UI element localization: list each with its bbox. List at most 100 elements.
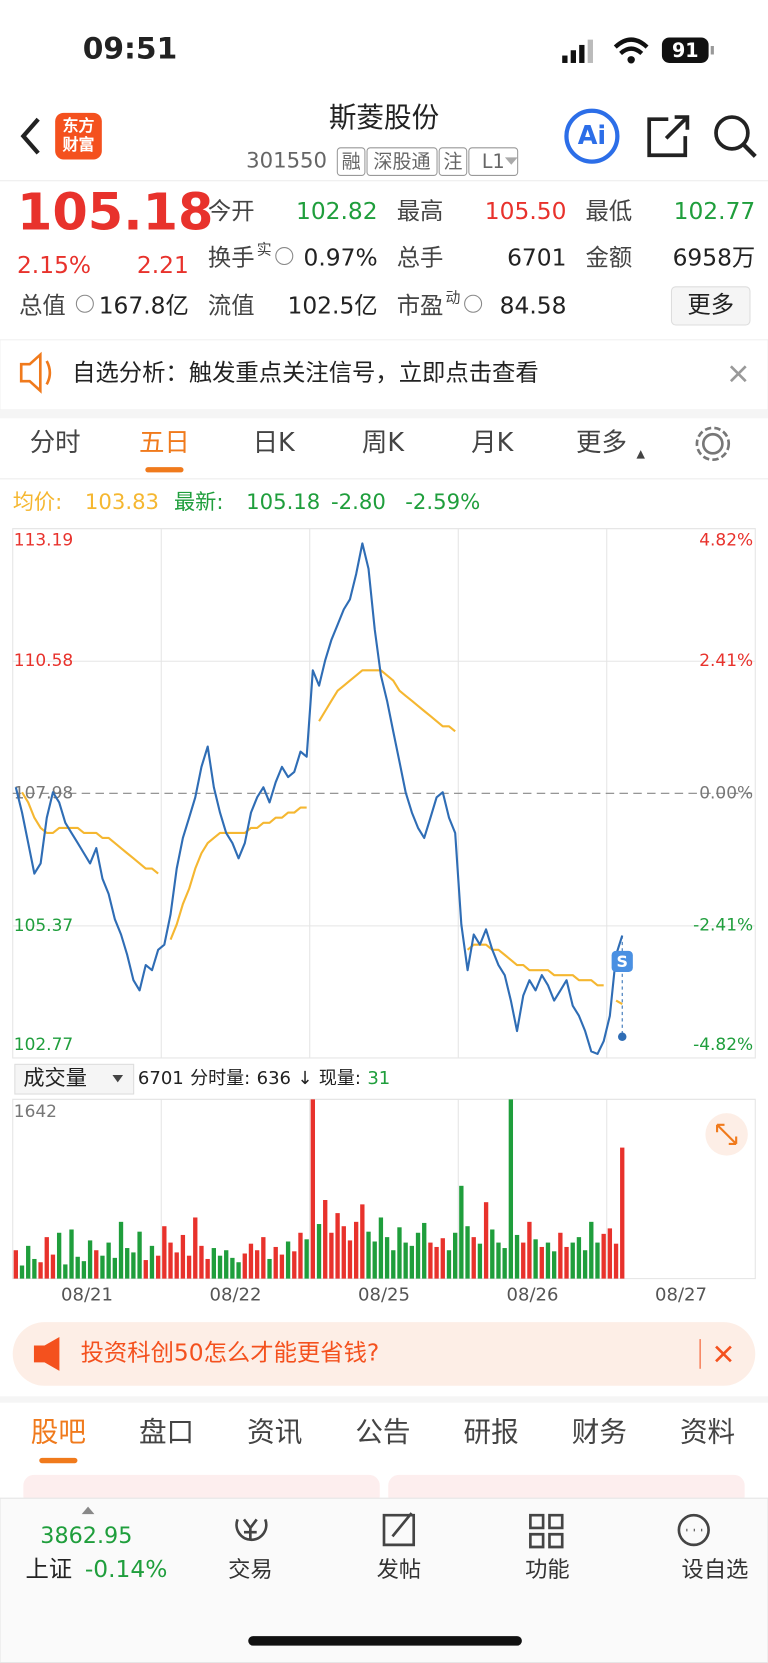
index-value[interactable]: 3862.95 xyxy=(40,1523,132,1549)
volume-bar xyxy=(199,1245,204,1279)
volume-bar xyxy=(558,1232,563,1279)
x-tick-label: 08/26 xyxy=(507,1285,559,1306)
volume-bar xyxy=(63,1264,68,1279)
signal-badge[interactable] xyxy=(611,950,633,973)
chart-tab[interactable]: 月K xyxy=(471,428,514,458)
ai-button[interactable] xyxy=(564,108,620,164)
volume-info: 现量: xyxy=(319,1068,361,1089)
volume-bar xyxy=(347,1240,353,1279)
field-value: 0.97% xyxy=(304,244,378,272)
field-label: 总手 xyxy=(397,244,444,272)
latest-value: 105.18 xyxy=(246,490,320,515)
nav-item[interactable]: 设自选 xyxy=(682,1557,749,1583)
volume-bar xyxy=(459,1185,464,1279)
field-label: 金额 xyxy=(586,244,633,272)
field-value: 102.5亿 xyxy=(288,291,378,319)
tag-box xyxy=(366,147,438,176)
latest-label: 最新: xyxy=(174,490,224,515)
logo-text: 财富 xyxy=(63,135,95,154)
volume-bar xyxy=(131,1252,136,1279)
search-handle xyxy=(742,143,757,158)
tag-box xyxy=(468,147,519,176)
notice-bar[interactable] xyxy=(0,339,768,411)
y2-tick-label: -4.82% xyxy=(693,1035,753,1055)
nav-item[interactable]: 功能 xyxy=(525,1557,570,1583)
y2-tick-label: -2.41% xyxy=(693,916,753,936)
content-tab[interactable]: 资讯 xyxy=(247,1415,302,1448)
last-price: 105.18 xyxy=(17,184,213,243)
nav-icon xyxy=(677,1513,710,1547)
chart-tab[interactable]: 五日 xyxy=(139,428,190,458)
volume-bar xyxy=(533,1239,538,1279)
status-time: 09:51 xyxy=(83,32,177,67)
battery-tip xyxy=(710,45,714,55)
more-arrow xyxy=(636,450,645,459)
battery-level: 91 xyxy=(672,39,699,62)
nav-item[interactable]: 交易 xyxy=(228,1557,273,1583)
app-logo xyxy=(55,112,102,160)
tab-underline xyxy=(39,1457,78,1464)
volume-info: ↓ xyxy=(297,1068,312,1089)
volume-bar xyxy=(112,1257,117,1279)
latest-pct: -2.59% xyxy=(405,490,480,515)
volume-info: 636 xyxy=(257,1068,291,1089)
volume-bar xyxy=(440,1238,445,1279)
content-tab[interactable]: 研报 xyxy=(464,1415,519,1448)
settings-button[interactable] xyxy=(701,432,724,455)
stock-code: 301550 xyxy=(246,149,327,174)
gap xyxy=(0,1396,768,1403)
ad-banner[interactable] xyxy=(12,1322,756,1386)
chart-tab[interactable]: 更多 xyxy=(576,428,627,458)
chart-tab[interactable]: 周K xyxy=(362,428,405,458)
volume-bar xyxy=(496,1242,501,1279)
volume-bar xyxy=(422,1222,427,1279)
volume-info: 6701 xyxy=(138,1068,184,1089)
content-tab[interactable]: 资料 xyxy=(680,1415,735,1448)
field-value: 6958万 xyxy=(673,244,756,272)
avg-label: 均价: xyxy=(13,490,63,515)
back-button[interactable] xyxy=(20,117,40,155)
content-tab[interactable]: 财务 xyxy=(572,1415,627,1448)
tag: 深股通 xyxy=(373,150,430,173)
volume-bar xyxy=(545,1242,551,1279)
ad-close[interactable] xyxy=(715,1345,732,1363)
volume-selector[interactable] xyxy=(14,1063,135,1095)
expand-icon xyxy=(716,1123,738,1145)
content-tab[interactable]: 公告 xyxy=(355,1415,410,1448)
info-icon xyxy=(275,247,294,266)
volume-bar xyxy=(44,1237,49,1279)
field-label: 最高 xyxy=(397,197,444,225)
series-line xyxy=(21,669,623,1006)
notice-close[interactable] xyxy=(729,365,747,383)
field-value: 102.77 xyxy=(674,197,756,225)
volume-bar xyxy=(409,1245,415,1279)
volume-bar xyxy=(353,1221,359,1279)
share-button[interactable] xyxy=(647,115,690,158)
volume-bar xyxy=(514,1234,520,1279)
chart-tab[interactable]: 分时 xyxy=(30,428,81,458)
y-tick-label: 113.19 xyxy=(14,530,73,550)
volume-bar xyxy=(465,1226,470,1279)
volume-bar xyxy=(471,1237,476,1279)
dropdown-arrow[interactable] xyxy=(504,157,518,165)
volume-bar xyxy=(490,1229,495,1279)
chart-tab[interactable]: 日K xyxy=(253,428,296,458)
nav-item[interactable]: 发帖 xyxy=(377,1557,422,1583)
field-value: 105.50 xyxy=(485,197,567,225)
volume-info: 分时量: xyxy=(190,1068,250,1089)
notice-text: 自选分析：触发重点关注信号，立即点击查看 xyxy=(72,358,539,386)
volume-bar xyxy=(230,1257,235,1279)
stock-name: 斯菱股份 xyxy=(329,101,439,134)
content-tab[interactable]: 盘口 xyxy=(139,1415,194,1448)
x-tick-label: 08/21 xyxy=(61,1285,113,1306)
field-label: 市盈 xyxy=(397,291,444,319)
field-value: 102.82 xyxy=(296,197,378,225)
ad-icon xyxy=(33,1336,60,1371)
volume-bar xyxy=(329,1232,334,1279)
more-button[interactable] xyxy=(670,286,751,326)
search-button[interactable] xyxy=(714,115,750,151)
volume-bar xyxy=(601,1233,606,1279)
volume-bar xyxy=(32,1258,37,1279)
content-tab[interactable]: 股吧 xyxy=(31,1415,86,1448)
volume-bar xyxy=(186,1255,192,1279)
